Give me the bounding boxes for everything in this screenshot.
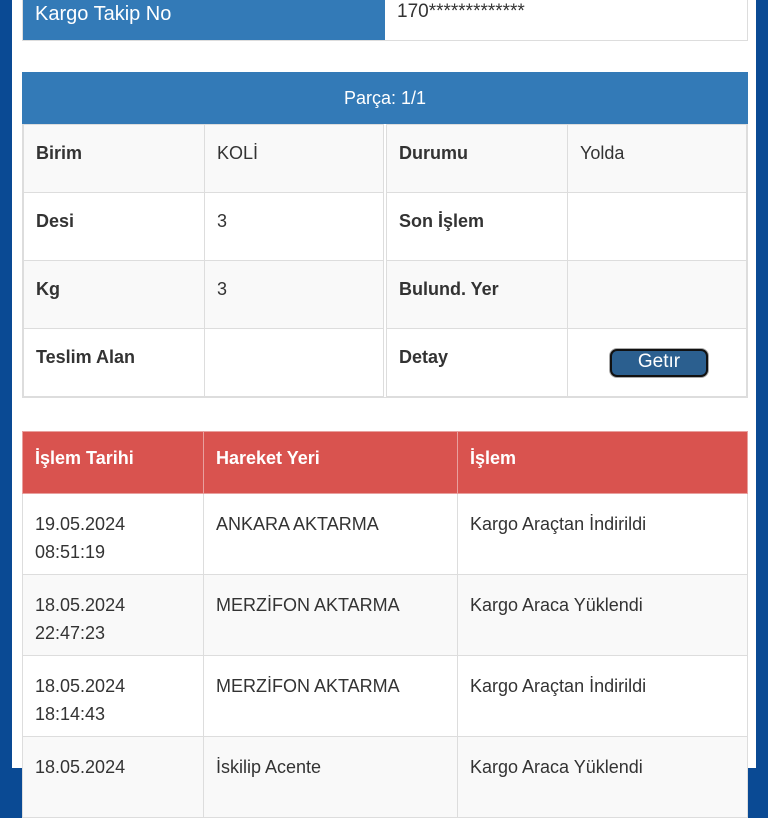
cell-place: MERZİFON AKTARMA — [203, 574, 458, 656]
label-kg: Kg — [23, 260, 205, 329]
header-place: Hareket Yeri — [203, 431, 458, 494]
cell-action: Kargo Araçtan İndirildi — [457, 493, 748, 575]
cell-place: ANKARA AKTARMA — [203, 493, 458, 575]
details-left: Birim KOLİ Desi 3 Kg 3 Teslim Alan — [23, 124, 384, 397]
date: 18.05.2024 — [35, 676, 126, 696]
value-birim: KOLİ — [204, 124, 384, 193]
cell-action: Kargo Araca Yüklendi — [457, 574, 748, 656]
getir-button[interactable]: Getır — [610, 349, 708, 377]
label-bulund-yer: Bulund. Yer — [386, 260, 568, 329]
table-row: 18.05.2024 İskilip Acente Kargo Araca Yü… — [22, 736, 748, 818]
time: 22:47:23 — [35, 623, 106, 643]
parca-details: Birim KOLİ Desi 3 Kg 3 Teslim Alan Durumu Yo… — [22, 124, 748, 398]
label-teslim-alan: Teslim Alan — [23, 328, 205, 397]
time: 08:51:19 — [35, 542, 106, 562]
label-birim: Birim — [23, 124, 205, 193]
cell-date: 19.05.2024 08:51:19 — [22, 493, 204, 575]
label-durumu: Durumu — [386, 124, 568, 193]
date: 18.05.2024 — [35, 757, 126, 777]
value-teslim-alan — [204, 328, 384, 397]
cell-date: 18.05.2024 22:47:23 — [22, 574, 204, 656]
value-durumu: Yolda — [567, 124, 747, 193]
tracking-row: Kargo Takip No 170************* — [22, 0, 748, 41]
cell-place: İskilip Acente — [203, 736, 458, 818]
details-right: Durumu Yolda Son İşlem Bulund. Yer Detay G… — [386, 124, 747, 397]
label-desi: Desi — [23, 192, 205, 261]
label-detay: Detay — [386, 328, 568, 397]
header-date: İşlem Tarihi — [22, 431, 204, 494]
cell-place: MERZİFON AKTARMA — [203, 655, 458, 737]
value-son-islem — [567, 192, 747, 261]
value-kg: 3 — [204, 260, 384, 329]
date: 19.05.2024 — [35, 514, 126, 534]
page: Kargo Takip No 170************* Parça: 1… — [12, 0, 756, 818]
header-action: İşlem — [457, 431, 748, 494]
cell-date: 18.05.2024 — [22, 736, 204, 818]
movements-table: İşlem Tarihi Hareket Yeri İşlem 19.05.20… — [22, 431, 748, 818]
value-bulund-yer — [567, 260, 747, 329]
table-row: 18.05.2024 18:14:43 MERZİFON AKTARMA Karg… — [22, 655, 748, 737]
cell-action: Kargo Araca Yüklendi — [457, 736, 748, 818]
tracking-label: Kargo Takip No — [23, 0, 385, 40]
value-desi: 3 — [204, 192, 384, 261]
tracking-value: 170************* — [385, 0, 747, 40]
cell-date: 18.05.2024 18:14:43 — [22, 655, 204, 737]
cell-action: Kargo Araçtan İndirildi — [457, 655, 748, 737]
date: 18.05.2024 — [35, 595, 126, 615]
value-detay: Getır — [567, 328, 747, 397]
table-row: 19.05.2024 08:51:19 ANKARA AKTARMA Kargo … — [22, 493, 748, 575]
time: 18:14:43 — [35, 704, 106, 724]
label-son-islem: Son İşlem — [386, 192, 568, 261]
table-row: 18.05.2024 22:47:23 MERZİFON AKTARMA Karg… — [22, 574, 748, 656]
parca-header: Parça: 1/1 — [22, 72, 748, 124]
